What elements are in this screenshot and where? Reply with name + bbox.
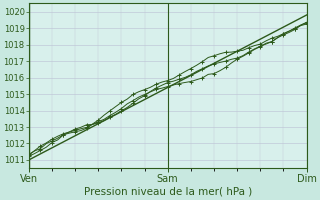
X-axis label: Pression niveau de la mer( hPa ): Pression niveau de la mer( hPa ) [84, 187, 252, 197]
